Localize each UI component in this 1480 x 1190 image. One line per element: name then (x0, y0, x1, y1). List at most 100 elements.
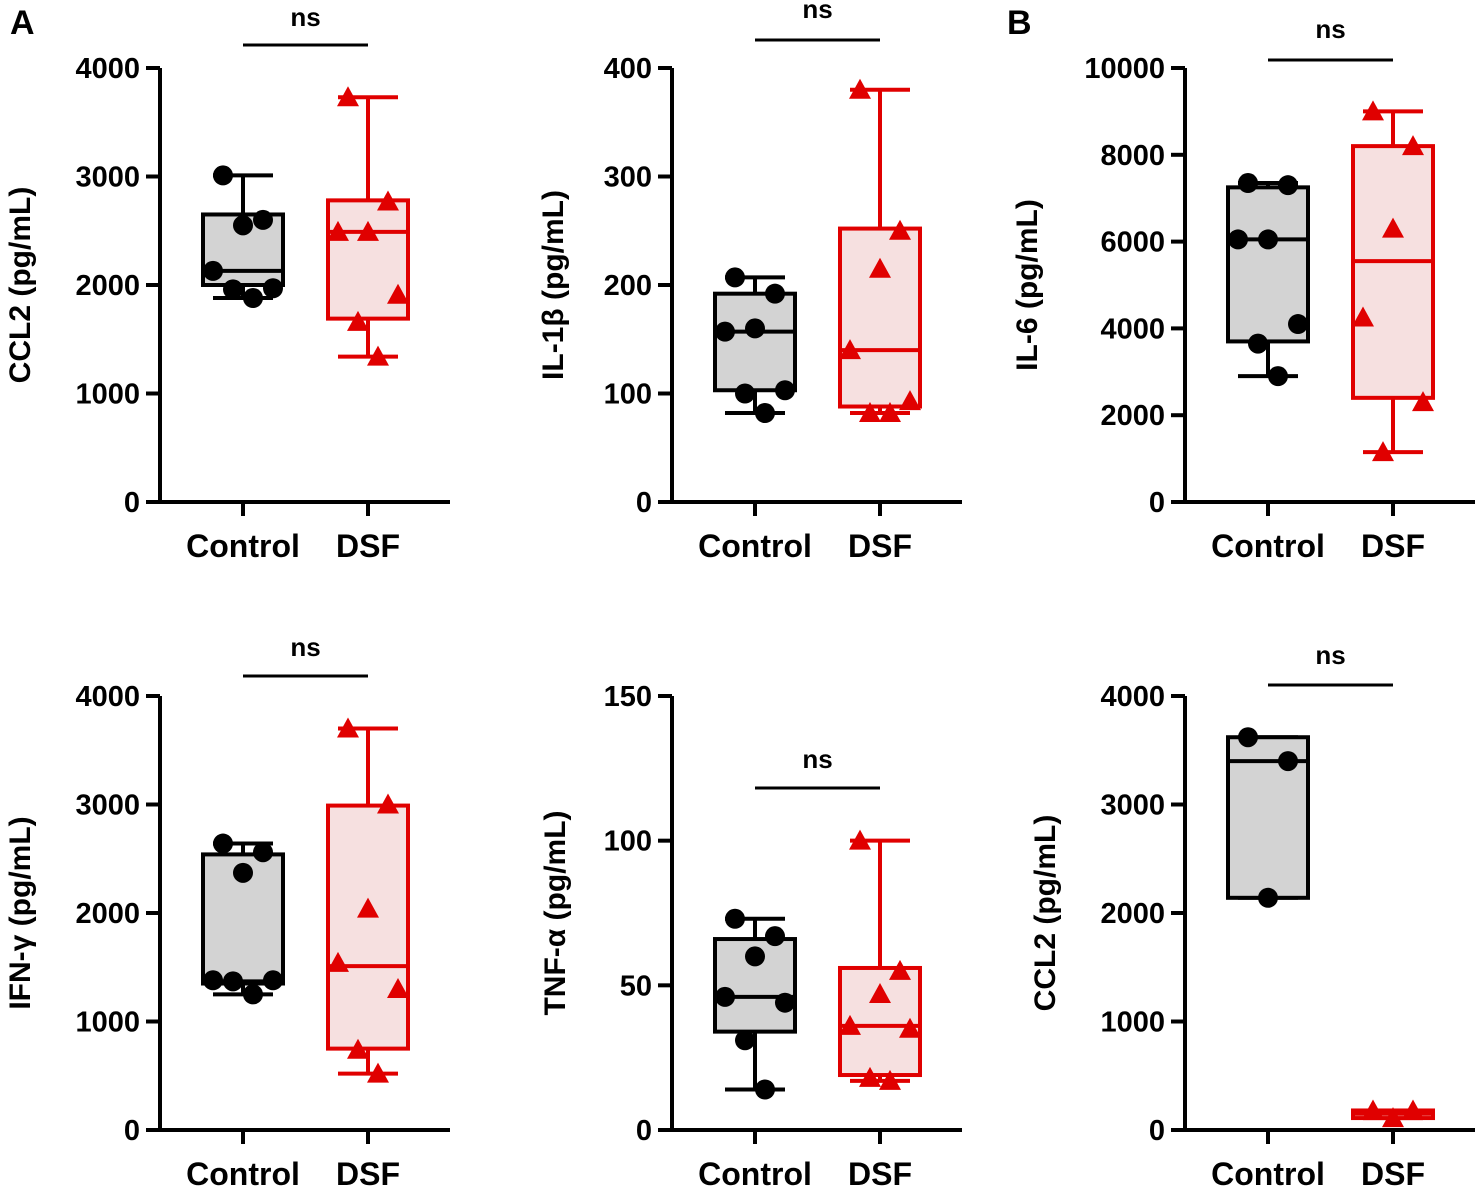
data-point (725, 267, 745, 288)
series-dsf (838, 829, 922, 1090)
data-point (337, 717, 359, 738)
panel-letter-b: B (1007, 4, 1032, 42)
data-point (347, 310, 369, 331)
x-tick-label: Control (186, 1156, 300, 1190)
series-control (201, 833, 285, 1005)
data-point (1268, 366, 1288, 387)
chart-panel-3: 0 2000 4000 6000 8000 10000 IL-6 (pg/mL) Contro… (1011, 14, 1475, 564)
data-point (859, 1066, 881, 1087)
data-point (243, 288, 263, 309)
data-point (263, 278, 283, 299)
y-axis-label: IL-6 (pg/mL) (1011, 199, 1044, 371)
data-point (1372, 441, 1394, 462)
data-point (213, 165, 233, 186)
y-tick-label: 3000 (75, 162, 140, 194)
significance-label: ns (290, 632, 320, 662)
data-point (899, 1017, 921, 1038)
data-point (1402, 135, 1424, 156)
data-point (1278, 751, 1298, 772)
data-point (223, 971, 243, 992)
data-point (1278, 175, 1298, 196)
y-tick-label: 8000 (1100, 140, 1165, 172)
box (713, 291, 797, 393)
data-point (1238, 173, 1258, 194)
data-point (367, 1062, 389, 1083)
data-point (849, 78, 871, 99)
series-control (201, 165, 285, 309)
y-tick-label: 4000 (1100, 313, 1165, 345)
y-tick-label: 0 (124, 1115, 140, 1147)
x-tick-label: Control (1211, 528, 1325, 564)
data-point (387, 977, 409, 998)
x-tick-label: DSF (848, 528, 912, 564)
data-point (203, 970, 223, 991)
x-tick-label: DSF (848, 1156, 912, 1190)
data-point (337, 86, 359, 107)
data-point (745, 946, 765, 967)
data-point (715, 321, 735, 342)
data-point (1248, 333, 1268, 354)
series-control (1226, 727, 1310, 908)
y-tick-label: 6000 (1100, 227, 1165, 259)
data-point (203, 260, 223, 281)
y-tick-label: 50 (620, 970, 652, 1002)
x-tick-label: Control (698, 1156, 812, 1190)
data-point (1352, 306, 1374, 327)
data-point (735, 1030, 755, 1051)
data-point (327, 951, 349, 972)
x-tick-label: DSF (1361, 528, 1425, 564)
y-tick-label: 4000 (75, 681, 140, 713)
box (1226, 735, 1310, 900)
data-point (1412, 391, 1434, 412)
data-point (1228, 229, 1248, 250)
y-tick-label: 0 (1149, 487, 1165, 519)
y-tick-label: 2000 (1100, 400, 1165, 432)
data-point (347, 1038, 369, 1059)
significance-label: ns (802, 744, 832, 774)
data-point (879, 1069, 901, 1090)
y-tick-label: 1000 (75, 379, 140, 411)
data-point (1238, 727, 1258, 748)
data-point (243, 984, 263, 1005)
data-point (377, 793, 399, 814)
data-point (745, 318, 765, 339)
significance-label: ns (1315, 14, 1345, 44)
data-point (213, 833, 233, 854)
data-point (1362, 1099, 1384, 1120)
chart-panel-4: 0 1000 2000 3000 4000 IFN-γ (pg/mL) Control DSF… (4, 632, 450, 1190)
x-tick-label: DSF (336, 528, 400, 564)
data-point (1382, 217, 1404, 238)
data-point (1258, 229, 1278, 250)
data-point (775, 992, 795, 1013)
box (838, 226, 922, 409)
data-point (839, 1014, 861, 1035)
y-tick-label: 0 (636, 487, 652, 519)
data-point (765, 283, 785, 304)
data-point (1382, 1107, 1404, 1128)
series-dsf (326, 717, 410, 1083)
data-point (755, 403, 775, 424)
y-tick-label: 2000 (75, 270, 140, 302)
data-point (765, 926, 785, 947)
data-point (849, 829, 871, 850)
series-control (713, 267, 797, 424)
data-point (1258, 887, 1278, 908)
y-axis-label: IL-1β (pg/mL) (537, 190, 570, 380)
series-control (1226, 173, 1310, 387)
y-tick-label: 100 (604, 826, 652, 858)
y-tick-label: 150 (604, 681, 652, 713)
x-tick-label: Control (1211, 1156, 1325, 1190)
box (1351, 144, 1435, 400)
chart-panel-2: 0 100 200 300 400 IL-1β (pg/mL) Control DSF ns (537, 0, 962, 564)
y-tick-label: 2000 (1100, 898, 1165, 930)
data-point (263, 970, 283, 991)
y-tick-label: 10000 (1084, 53, 1165, 85)
y-tick-label: 4000 (1100, 681, 1165, 713)
data-point (735, 383, 755, 404)
data-point (327, 220, 349, 241)
data-point (387, 283, 409, 304)
y-axis-label: CCL2 (pg/mL) (4, 187, 37, 384)
series-dsf (838, 78, 922, 423)
series-dsf (326, 86, 410, 366)
